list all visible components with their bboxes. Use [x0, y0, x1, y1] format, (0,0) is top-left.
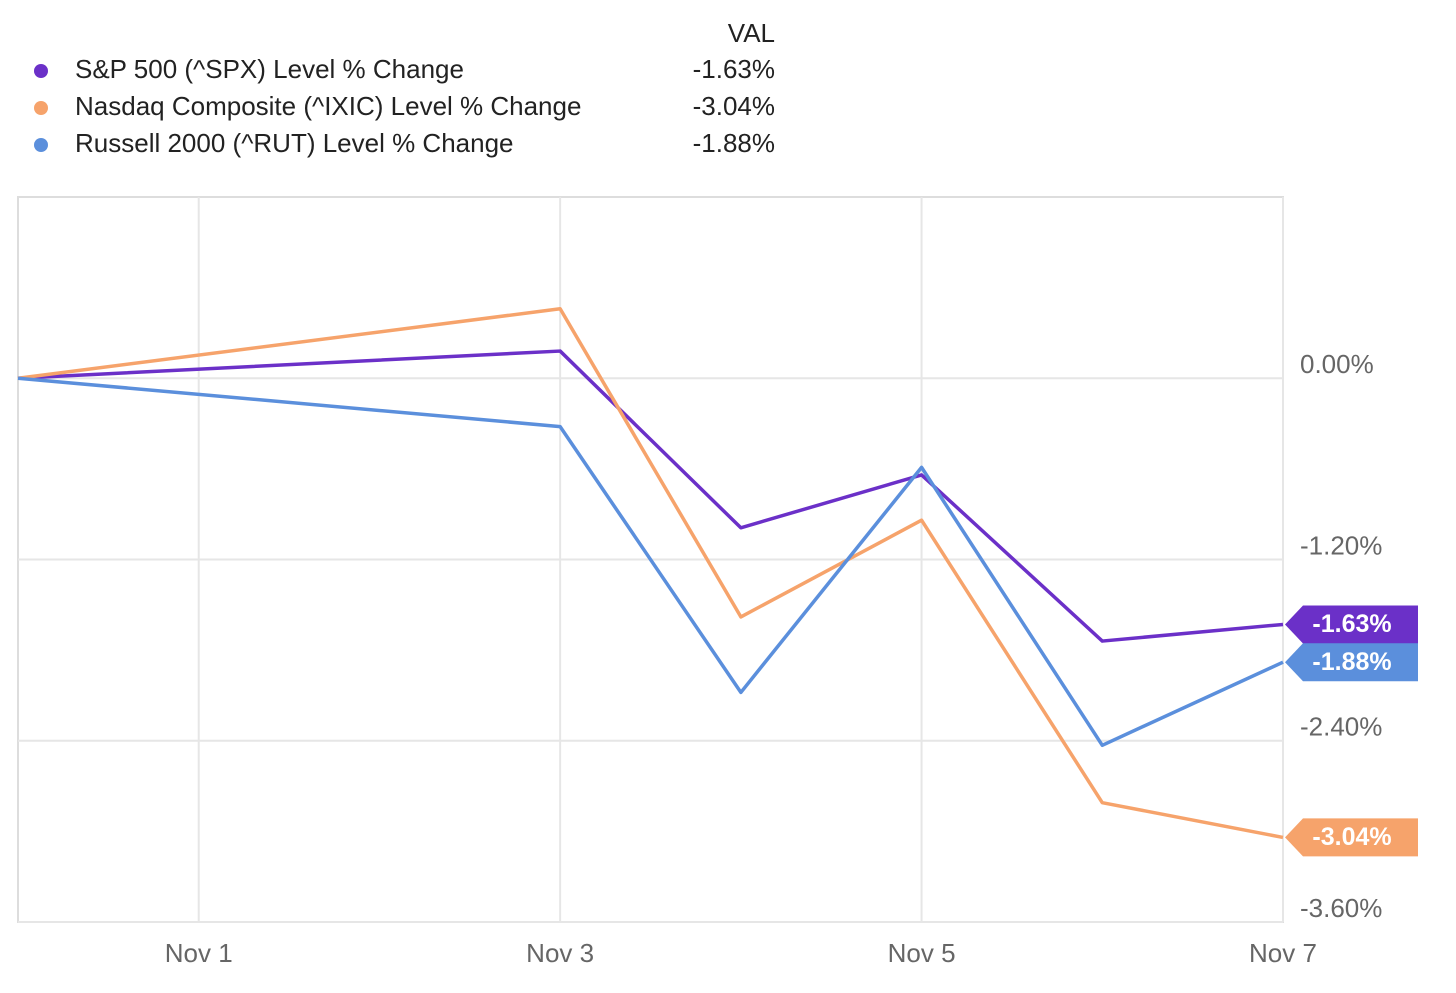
end-tag-label: -1.88% [1312, 648, 1391, 676]
x-tick-label: Nov 7 [1249, 938, 1317, 968]
series-line [17, 307, 1284, 840]
legend-marker [34, 64, 48, 78]
legend-value: -1.63% [693, 54, 775, 84]
end-tag-label: -3.04% [1312, 823, 1391, 851]
end-tag [1285, 605, 1418, 644]
end-tag-label: -1.63% [1312, 610, 1391, 638]
end-tag [1285, 818, 1418, 857]
y-tick-label: 0.00% [1300, 349, 1374, 379]
legend-label: Russell 2000 (^RUT) Level % Change [75, 128, 514, 158]
series-line [17, 376, 1284, 748]
legend-value: -1.88% [693, 128, 775, 158]
x-tick-label: Nov 5 [888, 938, 956, 968]
legend-marker [34, 101, 48, 115]
y-tick-label: -2.40% [1300, 712, 1382, 742]
series-line [17, 349, 1284, 643]
y-tick-label: -1.20% [1300, 530, 1382, 560]
legend-label: Nasdaq Composite (^IXIC) Level % Change [75, 91, 581, 121]
legend-value: -3.04% [693, 91, 775, 121]
end-tag [1285, 643, 1418, 682]
legend-label: S&P 500 (^SPX) Level % Change [75, 54, 464, 84]
legend-value-header: VAL [728, 18, 775, 48]
legend-marker [34, 138, 48, 152]
x-tick-label: Nov 3 [526, 938, 594, 968]
y-tick-label: -3.60% [1300, 893, 1382, 923]
x-tick-label: Nov 1 [165, 938, 233, 968]
